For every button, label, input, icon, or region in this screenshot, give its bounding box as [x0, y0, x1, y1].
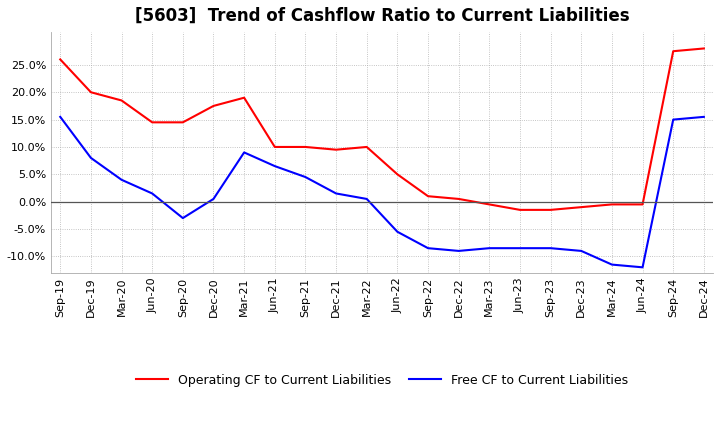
Operating CF to Current Liabilities: [577, 205, 585, 210]
Free CF to Current Liabilities: [117, 177, 126, 183]
Free CF to Current Liabilities: [271, 164, 279, 169]
Operating CF to Current Liabilities: [638, 202, 647, 207]
Operating CF to Current Liabilities: [362, 144, 371, 150]
Operating CF to Current Liabilities: [546, 207, 555, 213]
Operating CF to Current Liabilities: [454, 196, 463, 202]
Line: Free CF to Current Liabilities: Free CF to Current Liabilities: [60, 117, 704, 268]
Free CF to Current Liabilities: [148, 191, 156, 196]
Free CF to Current Liabilities: [454, 248, 463, 253]
Legend: Operating CF to Current Liabilities, Free CF to Current Liabilities: Operating CF to Current Liabilities, Fre…: [131, 369, 633, 392]
Operating CF to Current Liabilities: [393, 172, 402, 177]
Free CF to Current Liabilities: [332, 191, 341, 196]
Operating CF to Current Liabilities: [179, 120, 187, 125]
Operating CF to Current Liabilities: [56, 57, 65, 62]
Operating CF to Current Liabilities: [485, 202, 494, 207]
Operating CF to Current Liabilities: [148, 120, 156, 125]
Free CF to Current Liabilities: [301, 174, 310, 180]
Operating CF to Current Liabilities: [700, 46, 708, 51]
Free CF to Current Liabilities: [56, 114, 65, 120]
Free CF to Current Liabilities: [608, 262, 616, 267]
Operating CF to Current Liabilities: [423, 194, 432, 199]
Operating CF to Current Liabilities: [271, 144, 279, 150]
Free CF to Current Liabilities: [546, 246, 555, 251]
Free CF to Current Liabilities: [669, 117, 678, 122]
Operating CF to Current Liabilities: [210, 103, 218, 109]
Operating CF to Current Liabilities: [332, 147, 341, 152]
Free CF to Current Liabilities: [210, 196, 218, 202]
Free CF to Current Liabilities: [393, 229, 402, 235]
Operating CF to Current Liabilities: [669, 48, 678, 54]
Operating CF to Current Liabilities: [86, 90, 95, 95]
Title: [5603]  Trend of Cashflow Ratio to Current Liabilities: [5603] Trend of Cashflow Ratio to Curren…: [135, 7, 629, 25]
Free CF to Current Liabilities: [362, 196, 371, 202]
Free CF to Current Liabilities: [86, 155, 95, 161]
Line: Operating CF to Current Liabilities: Operating CF to Current Liabilities: [60, 48, 704, 210]
Free CF to Current Liabilities: [700, 114, 708, 120]
Free CF to Current Liabilities: [240, 150, 248, 155]
Operating CF to Current Liabilities: [608, 202, 616, 207]
Free CF to Current Liabilities: [485, 246, 494, 251]
Free CF to Current Liabilities: [179, 216, 187, 221]
Operating CF to Current Liabilities: [301, 144, 310, 150]
Free CF to Current Liabilities: [423, 246, 432, 251]
Free CF to Current Liabilities: [638, 265, 647, 270]
Free CF to Current Liabilities: [516, 246, 524, 251]
Operating CF to Current Liabilities: [240, 95, 248, 100]
Operating CF to Current Liabilities: [516, 207, 524, 213]
Free CF to Current Liabilities: [577, 248, 585, 253]
Operating CF to Current Liabilities: [117, 98, 126, 103]
